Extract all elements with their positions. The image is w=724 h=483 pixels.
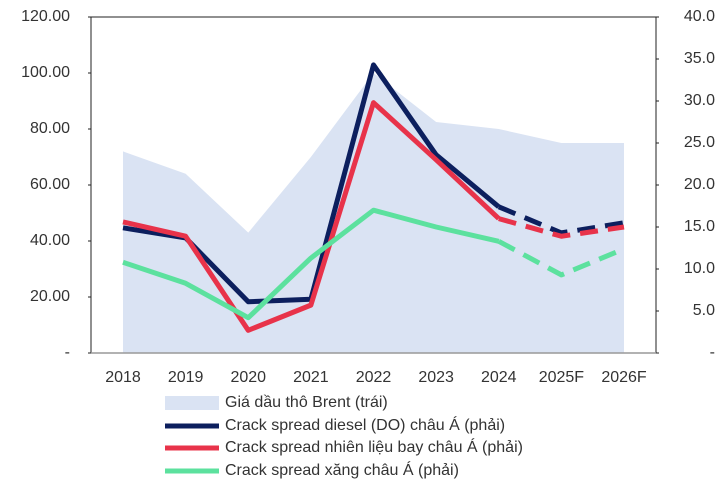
y-tick-label: 20.00 xyxy=(30,288,70,305)
y-tick-label: 80.00 xyxy=(30,120,70,137)
y2-tick-label: 30.0 xyxy=(684,92,715,109)
y2-tick-label: 40.0 xyxy=(684,8,715,25)
x-tick-label: 2019 xyxy=(168,369,204,386)
y-tick-label: 100.00 xyxy=(21,64,70,81)
y2-tick-label: 10.0 xyxy=(684,260,715,277)
forecast-line xyxy=(498,216,625,239)
legend-label: Crack spread diesel (DO) châu Á (phải) xyxy=(225,415,505,434)
y2-tick-label: 25.0 xyxy=(684,134,715,151)
y2-tick-label: 5.0 xyxy=(693,302,715,319)
y2-tick-label: 35.0 xyxy=(684,50,715,67)
x-tick-label: 2023 xyxy=(418,369,454,386)
y2-tick-label: 15.0 xyxy=(684,218,715,235)
legend-swatch xyxy=(165,396,219,410)
x-tick-label: 2018 xyxy=(105,369,141,386)
y2-tick-label: - xyxy=(710,344,715,361)
x-tick-label: 2020 xyxy=(230,369,266,386)
y2-tick-label: 20.0 xyxy=(684,176,715,193)
legend-label: Giá dầu thô Brent (trái) xyxy=(225,394,388,411)
forecast-line xyxy=(497,204,625,236)
y-tick-label: - xyxy=(65,344,70,361)
x-tick-label: 2025F xyxy=(539,369,585,386)
x-tick-label: 2021 xyxy=(293,369,329,386)
x-tick-label: 2024 xyxy=(481,369,517,386)
line xyxy=(122,100,501,333)
x-tick-label: 2022 xyxy=(356,369,392,386)
y-tick-label: 60.00 xyxy=(30,176,70,193)
y-tick-label: 120.00 xyxy=(21,8,70,25)
y-tick-label: 40.00 xyxy=(30,232,70,249)
x-tick-label: 2026F xyxy=(601,369,647,386)
legend-label: Crack spread nhiên liệu bay châu Á (phải… xyxy=(225,437,523,456)
legend-label: Crack spread xăng châu Á (phải) xyxy=(225,460,459,479)
forecast-line xyxy=(497,239,625,278)
line xyxy=(122,207,500,321)
